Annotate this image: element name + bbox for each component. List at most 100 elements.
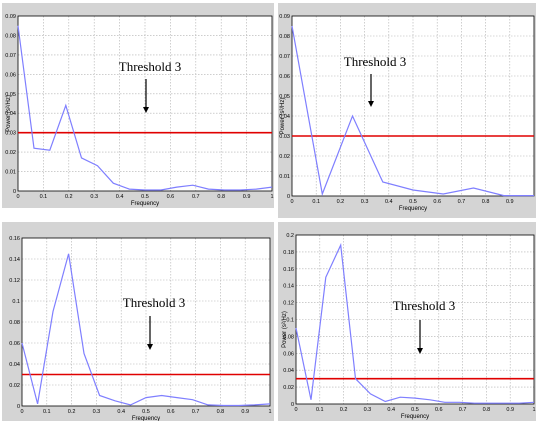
- x-tick-label: 0.7: [192, 194, 200, 200]
- y-tick-label: 0: [17, 404, 20, 410]
- arrow-head-icon: [147, 344, 153, 350]
- x-tick-label: 0: [16, 194, 19, 200]
- y-tick-label: 0.09: [5, 14, 16, 20]
- x-tick-label: 0.7: [192, 409, 200, 415]
- y-tick-label: 0.12: [283, 301, 294, 307]
- plot-frame: [291, 15, 535, 197]
- x-tick-label: 0.1: [40, 194, 48, 200]
- threshold-annotation: Threshold 3: [393, 298, 455, 313]
- x-tick-label: 0.4: [117, 409, 125, 415]
- x-tick-label: 0.2: [340, 407, 348, 413]
- y-tick-label: 0.14: [283, 284, 294, 290]
- chart-3: 0 0.1 0.2 0.3 0.4 0.5 0.6 0.7 0.8 0.9 1 0 0.02 0.04 0.…: [9, 236, 271, 421]
- x-tick-label: 0.9: [241, 409, 249, 415]
- x-tick-label: 0.5: [141, 194, 149, 200]
- x-tick-label: 0.4: [387, 407, 395, 413]
- y-tick-label: 0.02: [9, 383, 20, 389]
- y-tick-label: 0: [291, 402, 294, 408]
- x-tick-label: 0.3: [364, 407, 372, 413]
- series-line: [17, 25, 273, 191]
- x-tick-label: 0.6: [433, 199, 441, 205]
- y-tick-label: 0.14: [9, 257, 20, 263]
- x-tick-label: 1: [268, 409, 271, 415]
- x-tick-label: 0.8: [217, 409, 225, 415]
- x-tick-label: 0.3: [93, 409, 101, 415]
- chart-4: 0 0.1 0.2 0.3 0.4 0.5 0.6 0.7 0.8 0.9 1 0 0.02 0.04 0.…: [282, 233, 536, 420]
- x-tick-label: 0: [20, 409, 23, 415]
- x-tick-label: 0.1: [316, 407, 324, 413]
- series-line: [291, 25, 534, 197]
- x-tick-label: 0.1: [312, 199, 320, 205]
- x-axis-label: Frequency: [401, 414, 429, 420]
- x-tick-label: 0.3: [90, 194, 98, 200]
- y-tick-label: 0.05: [279, 94, 290, 100]
- x-tick-label: 0.9: [243, 194, 251, 200]
- x-tick-label: 0.9: [506, 199, 514, 205]
- arrow-head-icon: [143, 107, 149, 113]
- x-axis-label: Frequency: [399, 206, 427, 212]
- x-tick-label: 0.1: [43, 409, 51, 415]
- y-tick-label: 0.04: [283, 368, 294, 374]
- x-tick-label: 0.7: [459, 407, 467, 413]
- y-tick-label: 0.06: [9, 341, 20, 347]
- chart-panel-4: 0 0.1 0.2 0.3 0.4 0.5 0.6 0.7 0.8 0.9 1 0 0.02 0.04 0.…: [278, 222, 536, 421]
- y-tick-label: 0.03: [5, 131, 16, 137]
- y-tick-label: 0.06: [283, 351, 294, 357]
- y-axis-label: Power (s²/Hz): [282, 311, 288, 348]
- x-tick-label: 0.8: [217, 194, 225, 200]
- y-tick-label: 0.08: [283, 334, 294, 340]
- y-tick-label: 0.09: [279, 14, 290, 20]
- y-tick-label: 0.02: [283, 385, 294, 391]
- y-tick-label: 0.05: [5, 92, 16, 98]
- y-tick-label: 0.08: [9, 320, 20, 326]
- x-tick-label: 1: [270, 194, 273, 200]
- chart-panel-1: 0 0.1 0.2 0.3 0.4 0.5 0.6 0.7 0.8 0.9 1 0 0.01 0.02 0.…: [2, 3, 274, 208]
- arrow-head-icon: [417, 348, 423, 354]
- y-tick-label: 0.2: [286, 233, 294, 239]
- x-tick-label: 0: [294, 407, 297, 413]
- x-tick-label: 0: [290, 199, 293, 205]
- y-axis-label: Power (s²/Hz): [280, 98, 286, 135]
- y-tick-label: 0.04: [5, 111, 16, 117]
- y-tick-label: 0.16: [283, 267, 294, 273]
- x-tick-label: 0.6: [435, 407, 443, 413]
- x-tick-label: 0.2: [65, 194, 73, 200]
- x-tick-label: 0.8: [483, 407, 491, 413]
- y-axis-label: Power (s²/Hz): [6, 95, 12, 132]
- chart-panel-2: 0 0.1 0.2 0.3 0.4 0.5 0.6 0.7 0.8 0.9 0 0.01 0.02 0.0…: [278, 3, 536, 218]
- x-axis-label: Frequency: [131, 201, 159, 207]
- y-tick-label: 0.03: [279, 134, 290, 140]
- y-tick-label: 0.04: [279, 114, 290, 120]
- plot-frame: [21, 237, 271, 407]
- series-line: [295, 242, 535, 404]
- y-tick-label: 0.12: [9, 278, 20, 284]
- x-tick-label: 0.9: [506, 407, 514, 413]
- chart-1: 0 0.1 0.2 0.3 0.4 0.5 0.6 0.7 0.8 0.9 1 0 0.01 0.02 0.…: [5, 14, 273, 207]
- series-line: [21, 253, 271, 407]
- y-tick-label: 0.1: [286, 318, 294, 324]
- x-tick-label: 0.5: [411, 407, 419, 413]
- y-tick-label: 0.01: [279, 174, 290, 180]
- y-tick-label: 0.07: [5, 53, 16, 59]
- y-tick-label: 0.02: [279, 154, 290, 160]
- y-tick-label: 0.08: [5, 33, 16, 39]
- threshold-annotation: Threshold 3: [119, 59, 181, 74]
- x-tick-label: 0.4: [385, 199, 393, 205]
- x-axis-label: Frequency: [132, 416, 160, 421]
- plot-frame: [17, 15, 273, 192]
- y-tick-label: 0: [287, 194, 290, 200]
- y-tick-label: 0.16: [9, 236, 20, 242]
- y-tick-label: 0.1: [12, 299, 20, 305]
- x-tick-label: 0.6: [167, 194, 175, 200]
- x-tick-label: 0.5: [409, 199, 417, 205]
- x-tick-label: 1: [532, 407, 535, 413]
- y-tick-label: 0.06: [279, 74, 290, 80]
- x-tick-label: 0.2: [68, 409, 76, 415]
- y-tick-label: 0.04: [9, 362, 20, 368]
- chart-2: 0 0.1 0.2 0.3 0.4 0.5 0.6 0.7 0.8 0.9 0 0.01 0.02 0.0…: [279, 14, 535, 212]
- y-tick-label: 0.08: [279, 34, 290, 40]
- x-tick-label: 0.4: [116, 194, 124, 200]
- x-tick-label: 0.8: [482, 199, 490, 205]
- x-tick-label: 0.6: [167, 409, 175, 415]
- x-tick-label: 0.7: [458, 199, 466, 205]
